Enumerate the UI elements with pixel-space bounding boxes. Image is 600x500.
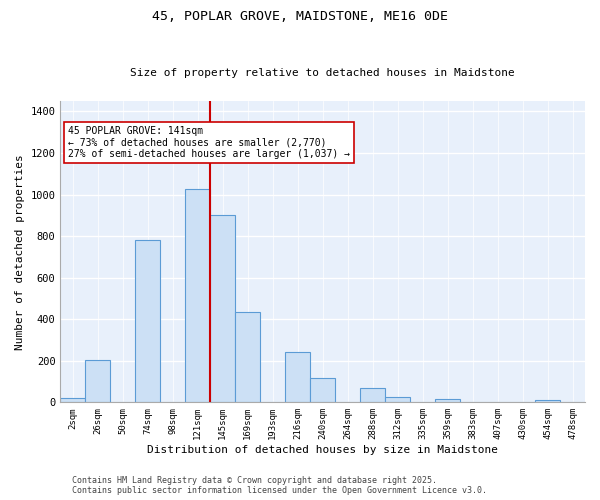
- Bar: [235, 312, 260, 402]
- Bar: [61, 398, 85, 402]
- Y-axis label: Number of detached properties: Number of detached properties: [15, 154, 25, 350]
- Bar: [210, 216, 235, 402]
- Bar: [435, 399, 460, 402]
- Bar: [285, 352, 310, 403]
- Text: 45 POPLAR GROVE: 141sqm
← 73% of detached houses are smaller (2,770)
27% of semi: 45 POPLAR GROVE: 141sqm ← 73% of detache…: [68, 126, 350, 159]
- Bar: [85, 360, 110, 403]
- Bar: [360, 388, 385, 402]
- Bar: [310, 378, 335, 402]
- Bar: [185, 190, 210, 402]
- Title: Size of property relative to detached houses in Maidstone: Size of property relative to detached ho…: [130, 68, 515, 78]
- Bar: [385, 396, 410, 402]
- X-axis label: Distribution of detached houses by size in Maidstone: Distribution of detached houses by size …: [147, 445, 498, 455]
- Bar: [136, 240, 160, 402]
- Text: Contains HM Land Registry data © Crown copyright and database right 2025.
Contai: Contains HM Land Registry data © Crown c…: [72, 476, 487, 495]
- Bar: [535, 400, 560, 402]
- Text: 45, POPLAR GROVE, MAIDSTONE, ME16 0DE: 45, POPLAR GROVE, MAIDSTONE, ME16 0DE: [152, 10, 448, 23]
